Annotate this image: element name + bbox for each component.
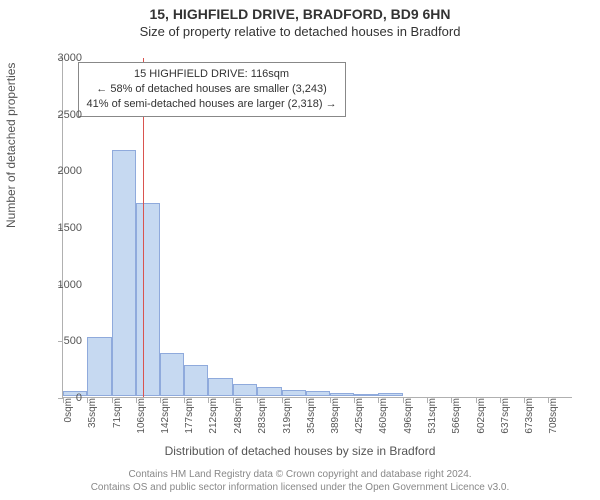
x-tick-label: 389sqm bbox=[330, 398, 335, 434]
histogram-bar bbox=[184, 365, 208, 396]
credits-line-1: Contains HM Land Registry data © Crown c… bbox=[0, 468, 600, 481]
x-tick-label: 425sqm bbox=[354, 398, 359, 434]
annotation-box: 15 HIGHFIELD DRIVE: 116sqm ← 58% of deta… bbox=[78, 62, 346, 117]
x-tick-label: 602sqm bbox=[476, 398, 481, 434]
y-tick-label: 2500 bbox=[34, 109, 82, 121]
x-tick-label: 708sqm bbox=[548, 398, 553, 434]
x-tick bbox=[306, 398, 307, 403]
histogram-bar bbox=[354, 394, 378, 396]
x-tick-label: 566sqm bbox=[451, 398, 456, 434]
x-tick-label: 283sqm bbox=[257, 398, 262, 434]
annotation-line-3: 41% of semi-detached houses are larger (… bbox=[87, 97, 337, 112]
y-tick-label: 1000 bbox=[34, 279, 82, 291]
x-tick-label: 212sqm bbox=[208, 398, 213, 434]
x-tick bbox=[378, 398, 379, 403]
y-tick-label: 500 bbox=[34, 335, 82, 347]
x-tick bbox=[548, 398, 549, 403]
histogram-bar bbox=[208, 378, 233, 396]
x-tick bbox=[208, 398, 209, 403]
x-tick bbox=[403, 398, 404, 403]
histogram-bar bbox=[257, 387, 282, 396]
histogram-bar bbox=[160, 353, 184, 396]
plot-area: 0sqm35sqm71sqm106sqm142sqm177sqm212sqm24… bbox=[62, 58, 572, 398]
x-tick bbox=[282, 398, 283, 403]
x-tick bbox=[476, 398, 477, 403]
histogram-bar bbox=[378, 393, 403, 396]
histogram-bar bbox=[136, 203, 161, 396]
x-tick bbox=[524, 398, 525, 403]
x-tick bbox=[136, 398, 137, 403]
x-tick-label: 496sqm bbox=[403, 398, 408, 434]
x-tick-label: 142sqm bbox=[160, 398, 165, 434]
x-tick bbox=[451, 398, 452, 403]
y-tick-label: 2000 bbox=[34, 165, 82, 177]
x-axis-title: Distribution of detached houses by size … bbox=[0, 444, 600, 458]
x-tick-label: 106sqm bbox=[136, 398, 141, 434]
chart-title: 15, HIGHFIELD DRIVE, BRADFORD, BD9 6HN bbox=[0, 0, 600, 22]
x-tick-label: 637sqm bbox=[500, 398, 505, 434]
x-tick-label: 460sqm bbox=[378, 398, 383, 434]
x-tick bbox=[87, 398, 88, 403]
x-tick bbox=[160, 398, 161, 403]
y-tick-label: 0 bbox=[34, 392, 82, 404]
x-tick-label: 319sqm bbox=[282, 398, 287, 434]
x-tick bbox=[233, 398, 234, 403]
x-tick bbox=[184, 398, 185, 403]
y-tick-label: 1500 bbox=[34, 222, 82, 234]
histogram-bar bbox=[233, 384, 257, 396]
x-tick-label: 177sqm bbox=[184, 398, 189, 434]
x-tick-label: 354sqm bbox=[306, 398, 311, 434]
x-tick bbox=[500, 398, 501, 403]
x-tick bbox=[354, 398, 355, 403]
y-tick-label: 3000 bbox=[34, 52, 82, 64]
x-tick-label: 673sqm bbox=[524, 398, 529, 434]
histogram-bar bbox=[282, 390, 306, 396]
credits-line-2: Contains OS and public sector informatio… bbox=[0, 481, 600, 494]
annotation-line-2: ← 58% of detached houses are smaller (3,… bbox=[87, 82, 337, 97]
annotation-line-1: 15 HIGHFIELD DRIVE: 116sqm bbox=[87, 67, 337, 82]
histogram-bar bbox=[306, 391, 330, 396]
x-tick-label: 531sqm bbox=[427, 398, 432, 434]
x-tick bbox=[330, 398, 331, 403]
histogram-bar bbox=[330, 393, 355, 396]
credits: Contains HM Land Registry data © Crown c… bbox=[0, 468, 600, 494]
x-tick bbox=[257, 398, 258, 403]
x-tick bbox=[112, 398, 113, 403]
chart-subtitle: Size of property relative to detached ho… bbox=[0, 24, 600, 39]
histogram-bar bbox=[87, 337, 112, 396]
y-axis-title: Number of detached properties bbox=[4, 63, 18, 228]
x-tick-label: 248sqm bbox=[233, 398, 238, 434]
figure-container: 15, HIGHFIELD DRIVE, BRADFORD, BD9 6HN S… bbox=[0, 0, 600, 500]
x-tick bbox=[427, 398, 428, 403]
histogram-bar bbox=[112, 150, 136, 396]
